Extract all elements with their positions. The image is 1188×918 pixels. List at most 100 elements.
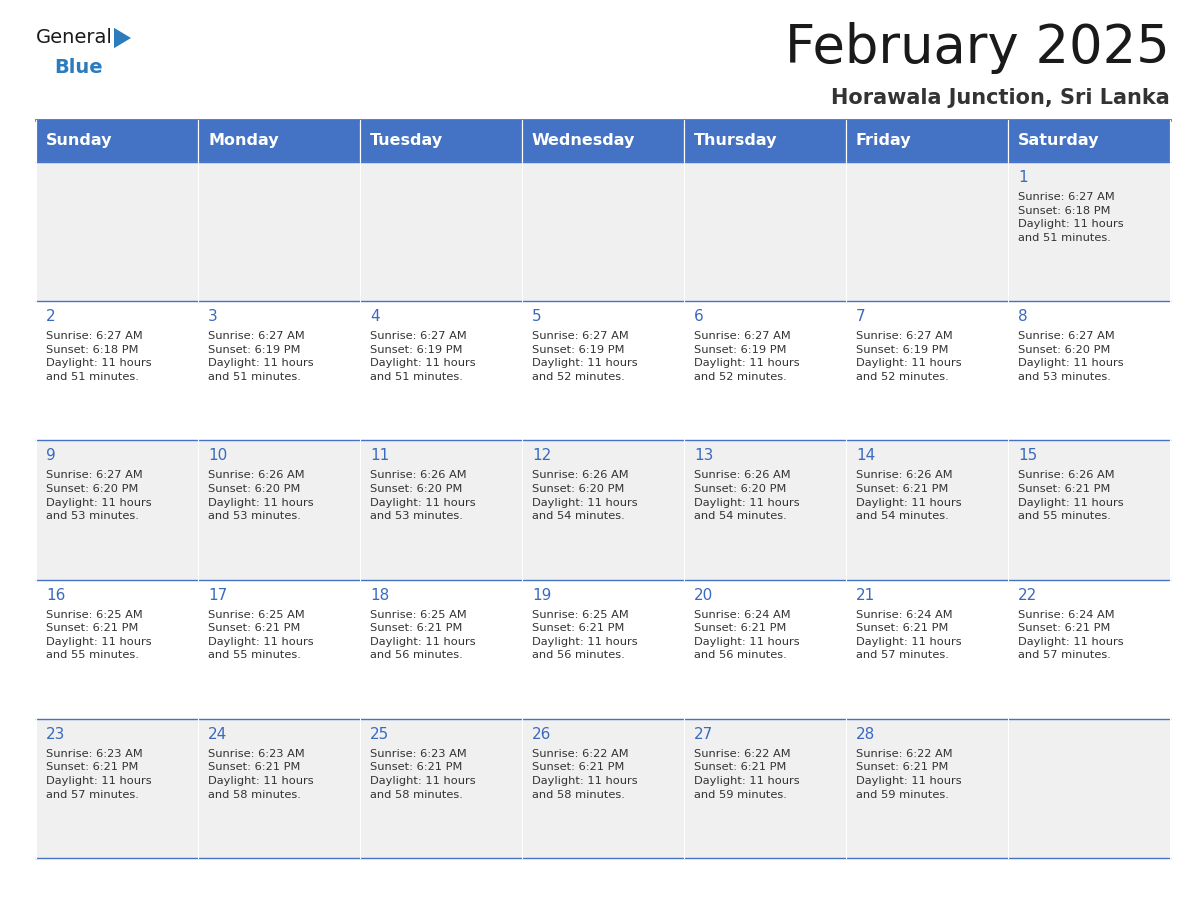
Bar bbox=[846, 162, 1007, 301]
Bar bbox=[684, 162, 846, 301]
Text: 6: 6 bbox=[694, 309, 703, 324]
Text: Sunrise: 6:26 AM
Sunset: 6:20 PM
Daylight: 11 hours
and 53 minutes.: Sunrise: 6:26 AM Sunset: 6:20 PM Dayligh… bbox=[208, 470, 314, 521]
Text: Sunrise: 6:26 AM
Sunset: 6:20 PM
Daylight: 11 hours
and 53 minutes.: Sunrise: 6:26 AM Sunset: 6:20 PM Dayligh… bbox=[369, 470, 475, 521]
Text: Sunrise: 6:24 AM
Sunset: 6:21 PM
Daylight: 11 hours
and 57 minutes.: Sunrise: 6:24 AM Sunset: 6:21 PM Dayligh… bbox=[857, 610, 961, 660]
Bar bbox=[36, 162, 198, 301]
Text: 26: 26 bbox=[532, 727, 551, 742]
Bar bbox=[846, 719, 1007, 858]
Text: Sunrise: 6:27 AM
Sunset: 6:18 PM
Daylight: 11 hours
and 51 minutes.: Sunrise: 6:27 AM Sunset: 6:18 PM Dayligh… bbox=[46, 331, 152, 382]
Text: 3: 3 bbox=[208, 309, 217, 324]
Bar bbox=[1007, 162, 1170, 301]
Bar bbox=[360, 301, 522, 441]
Text: Sunrise: 6:22 AM
Sunset: 6:21 PM
Daylight: 11 hours
and 59 minutes.: Sunrise: 6:22 AM Sunset: 6:21 PM Dayligh… bbox=[857, 749, 961, 800]
Bar bbox=[36, 120, 198, 162]
Text: Sunrise: 6:22 AM
Sunset: 6:21 PM
Daylight: 11 hours
and 58 minutes.: Sunrise: 6:22 AM Sunset: 6:21 PM Dayligh… bbox=[532, 749, 638, 800]
Text: Sunrise: 6:27 AM
Sunset: 6:18 PM
Daylight: 11 hours
and 51 minutes.: Sunrise: 6:27 AM Sunset: 6:18 PM Dayligh… bbox=[1018, 192, 1124, 242]
Text: 9: 9 bbox=[46, 448, 56, 464]
Bar bbox=[360, 120, 522, 162]
Bar bbox=[684, 719, 846, 858]
Text: February 2025: February 2025 bbox=[785, 22, 1170, 74]
Text: 19: 19 bbox=[532, 588, 551, 602]
Bar bbox=[360, 441, 522, 579]
Text: 25: 25 bbox=[369, 727, 390, 742]
Text: Sunrise: 6:25 AM
Sunset: 6:21 PM
Daylight: 11 hours
and 55 minutes.: Sunrise: 6:25 AM Sunset: 6:21 PM Dayligh… bbox=[46, 610, 152, 660]
Bar bbox=[198, 301, 360, 441]
Text: 20: 20 bbox=[694, 588, 713, 602]
Text: Blue: Blue bbox=[53, 58, 102, 77]
Bar bbox=[522, 719, 684, 858]
Text: 5: 5 bbox=[532, 309, 542, 324]
Bar bbox=[846, 579, 1007, 719]
Text: Tuesday: Tuesday bbox=[369, 133, 443, 149]
Bar bbox=[36, 441, 198, 579]
Text: 24: 24 bbox=[208, 727, 227, 742]
Bar bbox=[36, 301, 198, 441]
Text: 2: 2 bbox=[46, 309, 56, 324]
Text: 21: 21 bbox=[857, 588, 876, 602]
Text: 17: 17 bbox=[208, 588, 227, 602]
Text: Horawala Junction, Sri Lanka: Horawala Junction, Sri Lanka bbox=[832, 88, 1170, 108]
Text: Sunrise: 6:27 AM
Sunset: 6:19 PM
Daylight: 11 hours
and 51 minutes.: Sunrise: 6:27 AM Sunset: 6:19 PM Dayligh… bbox=[208, 331, 314, 382]
Text: 22: 22 bbox=[1018, 588, 1037, 602]
Text: Sunday: Sunday bbox=[46, 133, 113, 149]
Text: 10: 10 bbox=[208, 448, 227, 464]
Bar bbox=[522, 162, 684, 301]
Text: 12: 12 bbox=[532, 448, 551, 464]
Text: 7: 7 bbox=[857, 309, 866, 324]
Bar bbox=[198, 120, 360, 162]
Bar bbox=[198, 719, 360, 858]
Text: Sunrise: 6:25 AM
Sunset: 6:21 PM
Daylight: 11 hours
and 56 minutes.: Sunrise: 6:25 AM Sunset: 6:21 PM Dayligh… bbox=[369, 610, 475, 660]
Text: 16: 16 bbox=[46, 588, 65, 602]
Text: Sunrise: 6:23 AM
Sunset: 6:21 PM
Daylight: 11 hours
and 58 minutes.: Sunrise: 6:23 AM Sunset: 6:21 PM Dayligh… bbox=[208, 749, 314, 800]
Bar bbox=[360, 162, 522, 301]
Bar bbox=[360, 579, 522, 719]
Text: Sunrise: 6:22 AM
Sunset: 6:21 PM
Daylight: 11 hours
and 59 minutes.: Sunrise: 6:22 AM Sunset: 6:21 PM Dayligh… bbox=[694, 749, 800, 800]
Bar bbox=[684, 301, 846, 441]
Text: 1: 1 bbox=[1018, 170, 1028, 185]
Text: Sunrise: 6:27 AM
Sunset: 6:19 PM
Daylight: 11 hours
and 51 minutes.: Sunrise: 6:27 AM Sunset: 6:19 PM Dayligh… bbox=[369, 331, 475, 382]
Text: Sunrise: 6:26 AM
Sunset: 6:20 PM
Daylight: 11 hours
and 54 minutes.: Sunrise: 6:26 AM Sunset: 6:20 PM Dayligh… bbox=[694, 470, 800, 521]
Text: Sunrise: 6:24 AM
Sunset: 6:21 PM
Daylight: 11 hours
and 56 minutes.: Sunrise: 6:24 AM Sunset: 6:21 PM Dayligh… bbox=[694, 610, 800, 660]
Text: 8: 8 bbox=[1018, 309, 1028, 324]
Bar bbox=[36, 579, 198, 719]
Text: Friday: Friday bbox=[857, 133, 911, 149]
Bar bbox=[684, 441, 846, 579]
Bar bbox=[846, 120, 1007, 162]
Bar bbox=[1007, 719, 1170, 858]
Bar bbox=[1007, 579, 1170, 719]
Text: Monday: Monday bbox=[208, 133, 279, 149]
Text: 27: 27 bbox=[694, 727, 713, 742]
Bar bbox=[522, 579, 684, 719]
Text: Sunrise: 6:25 AM
Sunset: 6:21 PM
Daylight: 11 hours
and 56 minutes.: Sunrise: 6:25 AM Sunset: 6:21 PM Dayligh… bbox=[532, 610, 638, 660]
Text: 28: 28 bbox=[857, 727, 876, 742]
Text: Sunrise: 6:27 AM
Sunset: 6:19 PM
Daylight: 11 hours
and 52 minutes.: Sunrise: 6:27 AM Sunset: 6:19 PM Dayligh… bbox=[532, 331, 638, 382]
Bar bbox=[846, 301, 1007, 441]
Text: Sunrise: 6:27 AM
Sunset: 6:20 PM
Daylight: 11 hours
and 53 minutes.: Sunrise: 6:27 AM Sunset: 6:20 PM Dayligh… bbox=[46, 470, 152, 521]
Text: General: General bbox=[36, 28, 113, 47]
Text: 11: 11 bbox=[369, 448, 390, 464]
Text: Sunrise: 6:27 AM
Sunset: 6:19 PM
Daylight: 11 hours
and 52 minutes.: Sunrise: 6:27 AM Sunset: 6:19 PM Dayligh… bbox=[694, 331, 800, 382]
Bar bbox=[522, 301, 684, 441]
Bar bbox=[1007, 441, 1170, 579]
Text: 23: 23 bbox=[46, 727, 65, 742]
Bar bbox=[36, 719, 198, 858]
Text: Sunrise: 6:24 AM
Sunset: 6:21 PM
Daylight: 11 hours
and 57 minutes.: Sunrise: 6:24 AM Sunset: 6:21 PM Dayligh… bbox=[1018, 610, 1124, 660]
Text: Saturday: Saturday bbox=[1018, 133, 1100, 149]
Bar bbox=[846, 441, 1007, 579]
Text: Sunrise: 6:23 AM
Sunset: 6:21 PM
Daylight: 11 hours
and 57 minutes.: Sunrise: 6:23 AM Sunset: 6:21 PM Dayligh… bbox=[46, 749, 152, 800]
Bar bbox=[360, 719, 522, 858]
Text: Sunrise: 6:25 AM
Sunset: 6:21 PM
Daylight: 11 hours
and 55 minutes.: Sunrise: 6:25 AM Sunset: 6:21 PM Dayligh… bbox=[208, 610, 314, 660]
Text: 14: 14 bbox=[857, 448, 876, 464]
Text: Thursday: Thursday bbox=[694, 133, 777, 149]
Bar bbox=[522, 120, 684, 162]
Bar bbox=[198, 441, 360, 579]
Text: Sunrise: 6:26 AM
Sunset: 6:21 PM
Daylight: 11 hours
and 54 minutes.: Sunrise: 6:26 AM Sunset: 6:21 PM Dayligh… bbox=[857, 470, 961, 521]
Text: Sunrise: 6:27 AM
Sunset: 6:19 PM
Daylight: 11 hours
and 52 minutes.: Sunrise: 6:27 AM Sunset: 6:19 PM Dayligh… bbox=[857, 331, 961, 382]
Text: Sunrise: 6:26 AM
Sunset: 6:20 PM
Daylight: 11 hours
and 54 minutes.: Sunrise: 6:26 AM Sunset: 6:20 PM Dayligh… bbox=[532, 470, 638, 521]
Bar bbox=[684, 579, 846, 719]
Text: 15: 15 bbox=[1018, 448, 1037, 464]
Bar bbox=[198, 162, 360, 301]
Bar bbox=[522, 441, 684, 579]
Bar bbox=[1007, 120, 1170, 162]
Bar bbox=[198, 579, 360, 719]
